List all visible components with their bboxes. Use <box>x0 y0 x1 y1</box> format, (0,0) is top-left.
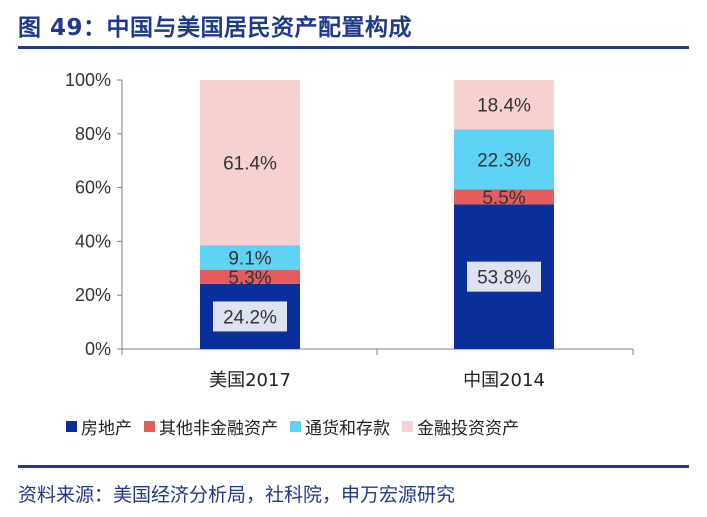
page-title: 图 49：中国与美国居民资产配置构成 <box>18 15 413 41</box>
legend-item: 房地产 <box>66 414 132 439</box>
bar-segment <box>200 80 300 246</box>
footer-rule <box>18 465 689 468</box>
data-label: 18.4% <box>477 96 531 117</box>
data-label: 9.1% <box>228 248 271 269</box>
legend-swatch <box>66 421 77 432</box>
y-tick-label: 0% <box>85 339 111 359</box>
data-label: 61.4% <box>223 154 277 175</box>
data-label: 24.2% <box>223 307 277 328</box>
legend-item: 通货和存款 <box>290 414 390 439</box>
legend-label: 通货和存款 <box>305 419 390 439</box>
data-label: 5.5% <box>482 188 525 209</box>
data-label-box <box>467 261 541 292</box>
x-tick-label: 中国2014 <box>463 370 545 391</box>
data-label: 53.8% <box>477 268 531 289</box>
legend-swatch <box>402 421 413 432</box>
y-tick-label: 100% <box>65 70 111 90</box>
y-tick-label: 40% <box>75 231 111 251</box>
bar-segment <box>454 189 554 205</box>
bar-segment <box>200 245 300 270</box>
data-label: 5.3% <box>228 268 271 289</box>
y-tick-label: 80% <box>75 124 111 144</box>
stacked-bar-chart: 0% 20% 40% 60% 80% 100% 24.2% 5.3%9.1% 61.4% 美国20… <box>65 70 634 391</box>
bar-segment <box>454 129 554 190</box>
y-tick-label: 20% <box>75 285 111 305</box>
legend-swatch <box>290 421 301 432</box>
legend-label: 其他非金融资产 <box>159 419 278 439</box>
legend-label: 房地产 <box>81 419 132 439</box>
y-tick-label: 60% <box>75 178 111 198</box>
source-note: 资料来源：美国经济分析局，社科院，申万宏源研究 <box>18 484 456 506</box>
legend-item: 其他非金融资产 <box>144 414 278 439</box>
legend-swatch <box>144 421 155 432</box>
bar-segment <box>200 269 300 284</box>
bar-segment <box>454 80 554 130</box>
x-tick-label: 美国2017 <box>209 370 291 391</box>
legend-item: 金融投资资产 <box>402 414 519 439</box>
data-label: 22.3% <box>477 150 531 171</box>
chart-legend: 房地产 其他非金融资产 通货和存款 金融投资资产 <box>66 414 519 439</box>
legend-label: 金融投资资产 <box>417 419 519 439</box>
title-rule <box>18 46 689 49</box>
data-label-box <box>213 301 287 332</box>
